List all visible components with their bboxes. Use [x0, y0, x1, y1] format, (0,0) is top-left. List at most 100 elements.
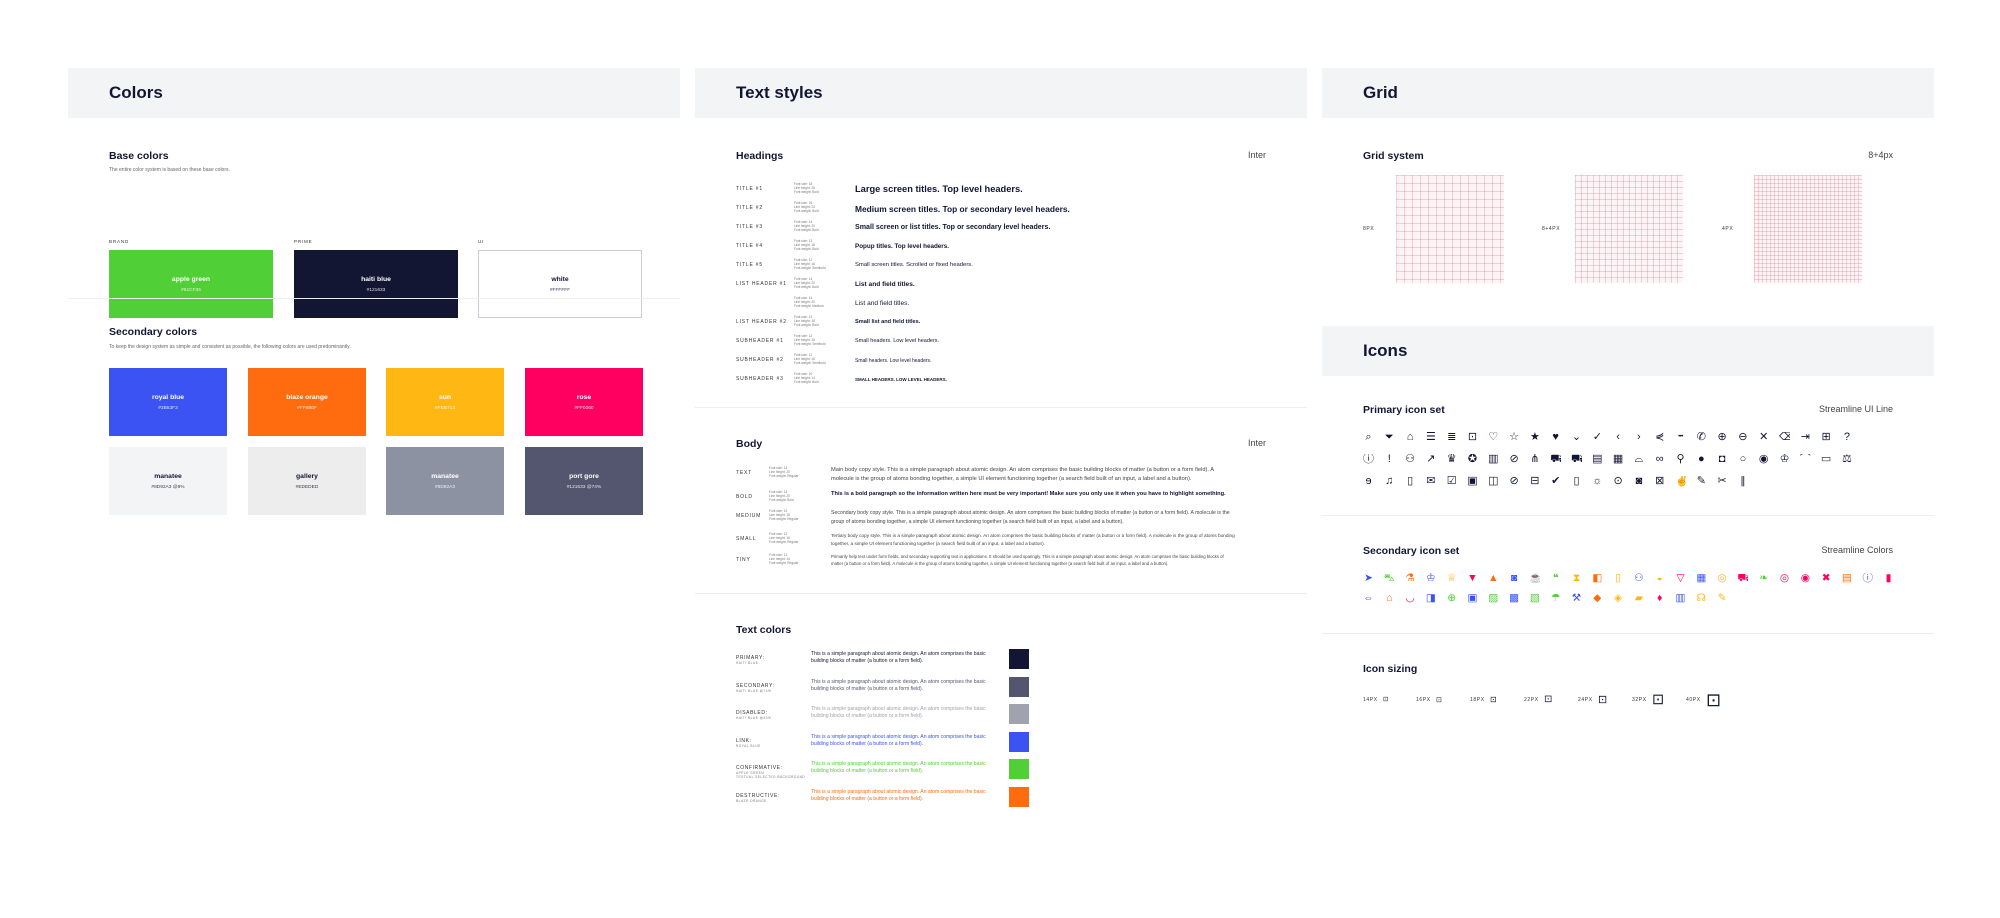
- alert-icon[interactable]: !: [1387, 454, 1391, 465]
- close-color-icon[interactable]: ✖: [1821, 573, 1831, 584]
- clipboard-check-icon[interactable]: ✔: [1551, 476, 1561, 487]
- cutlery-icon[interactable]: ⋔: [1530, 454, 1540, 465]
- coffee-color-icon[interactable]: ☕: [1529, 573, 1541, 584]
- color-swatch[interactable]: sun #FEB713: [386, 368, 504, 436]
- bucket-color-icon[interactable]: ▼: [1467, 573, 1478, 584]
- clipboard-icon[interactable]: ▣: [1467, 476, 1478, 487]
- bulb-icon[interactable]: ☼: [1592, 476, 1603, 487]
- drink-color-icon[interactable]: ◨: [1425, 593, 1436, 604]
- camera-filled-icon[interactable]: ◙: [1635, 476, 1643, 487]
- lock-icon[interactable]: ⊡: [1467, 432, 1478, 443]
- color-swatch[interactable]: port gore #121633 @74%: [525, 447, 643, 515]
- color-swatch[interactable]: manatee #8D92A3: [386, 447, 504, 515]
- calendar-color-icon[interactable]: ▦: [1696, 573, 1707, 584]
- ticket-icon[interactable]: ◫: [1488, 476, 1499, 487]
- mail-icon[interactable]: ✉: [1426, 476, 1436, 487]
- ear-icon[interactable]: ɘ: [1365, 476, 1372, 487]
- scissors-icon[interactable]: ✂: [1717, 476, 1727, 487]
- color-swatch[interactable]: royal blue #3B53F3: [109, 368, 227, 436]
- tag-color-icon[interactable]: ◆: [1593, 593, 1602, 604]
- user-icon[interactable]: ⚇: [1405, 454, 1416, 465]
- pepper-color-icon[interactable]: ❧: [1759, 573, 1769, 584]
- logout-icon[interactable]: ⇥: [1800, 432, 1810, 443]
- people-color-icon[interactable]: ⚇: [1634, 573, 1644, 584]
- coin-color-icon[interactable]: ◎: [1717, 573, 1727, 584]
- cone-color-icon[interactable]: ♦: [1657, 593, 1663, 604]
- filter-icon[interactable]: ⏷: [1384, 432, 1394, 443]
- pencil-icon[interactable]: ✎: [1696, 476, 1706, 487]
- color-swatch[interactable]: blaze orange #FF6B0F: [248, 368, 366, 436]
- label-color-icon[interactable]: ◈: [1614, 593, 1623, 604]
- book-icon[interactable]: ▯: [1573, 476, 1580, 487]
- car-color-icon[interactable]: ⛍: [1383, 573, 1395, 584]
- trend-icon[interactable]: ↗: [1426, 454, 1436, 465]
- close-icon[interactable]: ✕: [1759, 432, 1769, 443]
- color-swatch[interactable]: gallery #EDEDED: [248, 447, 366, 515]
- add-color-icon[interactable]: ⊕: [1447, 593, 1457, 604]
- chevron-left-icon[interactable]: ‹: [1616, 432, 1620, 443]
- menu-icon[interactable]: ☰: [1425, 432, 1436, 443]
- bag-icon[interactable]: ◘: [1718, 454, 1726, 465]
- color-swatch[interactable]: apple green #51CF36: [109, 250, 273, 318]
- basket-icon[interactable]: ⌓: [1634, 454, 1644, 465]
- truck-filled-icon[interactable]: ⛟: [1571, 454, 1582, 465]
- picture-color-icon[interactable]: ▨: [1488, 593, 1499, 604]
- trophy-color-icon[interactable]: ♕: [1446, 573, 1457, 584]
- bus-icon[interactable]: ▤: [1592, 454, 1603, 465]
- chef-color-icon[interactable]: ♔: [1426, 573, 1436, 584]
- ticket-color-icon[interactable]: ▰: [1634, 593, 1643, 604]
- phone-icon[interactable]: ✆: [1696, 432, 1706, 443]
- calendar-icon[interactable]: ▦: [1612, 454, 1624, 465]
- pause-icon[interactable]: ∥: [1740, 476, 1746, 487]
- heart-filled-icon[interactable]: ♥: [1552, 432, 1559, 443]
- bread-color-icon[interactable]: ◒: [1656, 573, 1663, 584]
- eye-icon[interactable]: ◉: [1758, 454, 1769, 465]
- search-icon[interactable]: ⌕: [1365, 432, 1372, 443]
- lock-open-icon[interactable]: ⊟: [1530, 476, 1540, 487]
- chevron-down-icon[interactable]: ⌄: [1571, 432, 1582, 443]
- transfer-color-icon[interactable]: ⇔: [1363, 593, 1374, 604]
- store-icon[interactable]: ▭: [1820, 454, 1832, 465]
- fridge-color-icon[interactable]: ▯: [1615, 573, 1621, 584]
- bell-icon[interactable]: ♫: [1385, 476, 1394, 487]
- help-icon[interactable]: ?: [1843, 432, 1850, 443]
- send-color-icon[interactable]: ➤: [1364, 573, 1373, 584]
- barrel-color-icon[interactable]: ◧: [1592, 573, 1603, 584]
- headset-color-icon[interactable]: ☊: [1696, 593, 1706, 604]
- list-icon[interactable]: ≣: [1447, 432, 1457, 443]
- color-swatch[interactable]: rose #FF0060: [525, 368, 643, 436]
- hammer-color-icon[interactable]: ⚒: [1571, 593, 1582, 604]
- mortar-color-icon[interactable]: ◡: [1405, 593, 1415, 604]
- tag-icon[interactable]: ⊘: [1509, 454, 1519, 465]
- share-icon[interactable]: ⋞: [1655, 432, 1665, 443]
- flask-color-icon[interactable]: ⚗: [1405, 573, 1415, 584]
- chef-icon[interactable]: ♔: [1779, 454, 1790, 465]
- map-icon[interactable]: ▥: [1488, 454, 1499, 465]
- target2-color-icon[interactable]: ◉: [1800, 573, 1810, 584]
- cloche-icon[interactable]: ⌒: [1799, 454, 1811, 465]
- target-color-icon[interactable]: ◎: [1779, 573, 1790, 584]
- chevron-right-icon[interactable]: ›: [1637, 432, 1641, 443]
- camera-icon[interactable]: ⊙: [1613, 476, 1623, 487]
- gallery2-color-icon[interactable]: ▧: [1529, 593, 1540, 604]
- check-list-icon[interactable]: ☑: [1446, 476, 1457, 487]
- briefcase-icon[interactable]: ⊞: [1821, 432, 1831, 443]
- image-icon[interactable]: ⊠: [1655, 476, 1665, 487]
- calendar2-color-icon[interactable]: ▤: [1841, 573, 1852, 584]
- glass-color-icon[interactable]: ▽: [1676, 573, 1685, 584]
- building-color-icon[interactable]: ▥: [1675, 593, 1686, 604]
- fingers-icon[interactable]: ✌: [1675, 476, 1686, 487]
- scale-icon[interactable]: ⚖: [1841, 454, 1852, 465]
- info-color-icon[interactable]: ⓘ: [1862, 573, 1873, 584]
- truck-icon[interactable]: ⛟: [1550, 454, 1562, 465]
- pin-filled-icon[interactable]: ●: [1697, 454, 1705, 465]
- heart-icon[interactable]: ♡: [1488, 432, 1499, 443]
- photo-color-icon[interactable]: ▣: [1467, 593, 1478, 604]
- award-icon[interactable]: ✪: [1467, 454, 1478, 465]
- add-circle-icon[interactable]: ⊕: [1717, 432, 1727, 443]
- gallery-color-icon[interactable]: ▩: [1509, 593, 1520, 604]
- link-icon[interactable]: ∞: [1655, 454, 1664, 465]
- truck-color-icon[interactable]: ⛟: [1737, 573, 1749, 584]
- home-icon[interactable]: ⌂: [1406, 432, 1414, 443]
- chat-color-icon[interactable]: ❝: [1552, 573, 1559, 584]
